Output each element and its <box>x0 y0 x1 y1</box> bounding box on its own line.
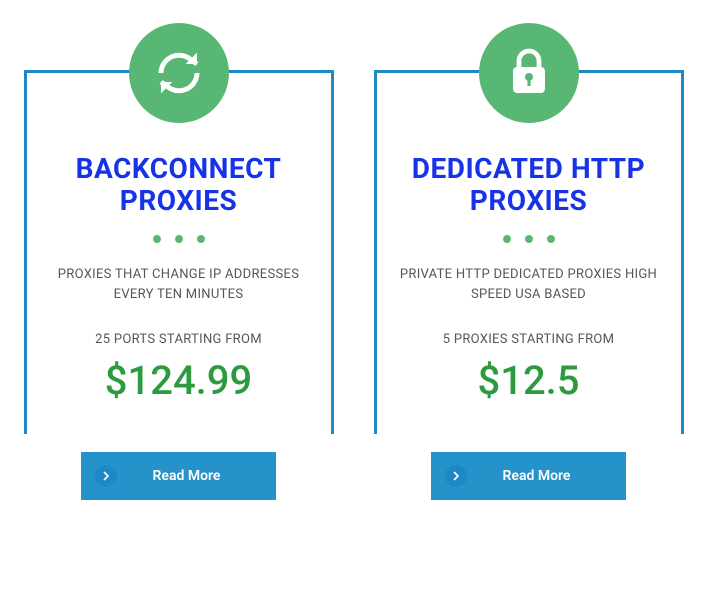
chevron-right-icon <box>95 465 117 487</box>
card-title: DEDICATED HTTP PROXIES <box>397 153 661 217</box>
card-frame: BACKCONNECT PROXIES PROXIES THAT CHANGE … <box>24 70 334 434</box>
dot-icon <box>153 235 161 243</box>
dot-icon <box>197 235 205 243</box>
dot-icon <box>525 235 533 243</box>
pricing-card-backconnect: BACKCONNECT PROXIES PROXIES THAT CHANGE … <box>24 20 334 500</box>
card-subtext: 25 PORTS STARTING FROM <box>47 332 311 347</box>
dot-icon <box>175 235 183 243</box>
divider-dots <box>47 235 311 243</box>
refresh-icon <box>129 23 229 123</box>
card-price: $12.5 <box>397 357 661 404</box>
dot-icon <box>547 235 555 243</box>
pricing-card-dedicated: DEDICATED HTTP PROXIES PRIVATE HTTP DEDI… <box>374 20 684 500</box>
divider-dots <box>397 235 661 243</box>
card-subtext: 5 PROXIES STARTING FROM <box>397 332 661 347</box>
card-title: BACKCONNECT PROXIES <box>47 153 311 217</box>
read-more-button[interactable]: Read More <box>431 452 626 500</box>
chevron-right-icon <box>445 465 467 487</box>
read-more-button[interactable]: Read More <box>81 452 276 500</box>
button-label: Read More <box>467 468 626 484</box>
button-label: Read More <box>117 468 276 484</box>
dot-icon <box>503 235 511 243</box>
card-description: PROXIES THAT CHANGE IP ADDRESSES EVERY T… <box>47 265 311 304</box>
pricing-cards: BACKCONNECT PROXIES PROXIES THAT CHANGE … <box>20 20 687 500</box>
lock-icon <box>479 23 579 123</box>
card-price: $124.99 <box>47 357 311 404</box>
card-frame: DEDICATED HTTP PROXIES PRIVATE HTTP DEDI… <box>374 70 684 434</box>
card-description: PRIVATE HTTP DEDICATED PROXIES HIGH SPEE… <box>397 265 661 304</box>
